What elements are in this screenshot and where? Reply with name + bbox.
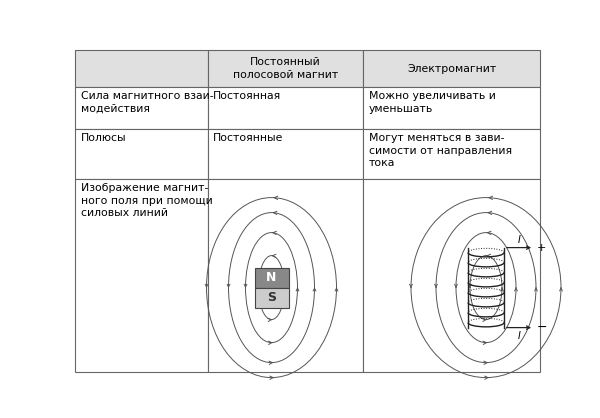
Text: Можно увеличивать и
уменьшать: Можно увеличивать и уменьшать: [369, 91, 496, 114]
Bar: [254, 268, 289, 288]
Text: Изображение магнит-
ного поля при помощи
силовых линий: Изображение магнит- ного поля при помощи…: [80, 183, 212, 218]
Text: Полюсы: Полюсы: [80, 133, 126, 143]
Text: Сила магнитного взаи-
модействия: Сила магнитного взаи- модействия: [80, 91, 213, 114]
Bar: [75, 129, 208, 179]
Bar: [208, 87, 363, 129]
Text: Постоянная: Постоянная: [213, 91, 281, 101]
Bar: [75, 87, 208, 129]
Text: Могут меняться в зави-
симости от направления
тока: Могут меняться в зави- симости от направ…: [369, 133, 512, 168]
Bar: [75, 179, 208, 372]
Text: S: S: [267, 291, 276, 304]
Text: Электромагнит: Электромагнит: [407, 64, 496, 74]
Bar: [208, 50, 363, 87]
Text: N: N: [266, 271, 277, 284]
Bar: [364, 87, 540, 129]
Bar: [364, 129, 540, 179]
Bar: [208, 129, 363, 179]
Bar: [364, 179, 540, 372]
Bar: [208, 179, 363, 372]
Text: Постоянный
полосовой магнит: Постоянный полосовой магнит: [233, 57, 338, 80]
Text: I: I: [518, 331, 520, 341]
Bar: [75, 50, 208, 87]
Text: −: −: [537, 321, 548, 334]
Bar: [254, 288, 289, 308]
Text: I: I: [518, 234, 520, 245]
Text: +: +: [537, 242, 547, 252]
Text: Постоянные: Постоянные: [213, 133, 283, 143]
Bar: [364, 50, 540, 87]
